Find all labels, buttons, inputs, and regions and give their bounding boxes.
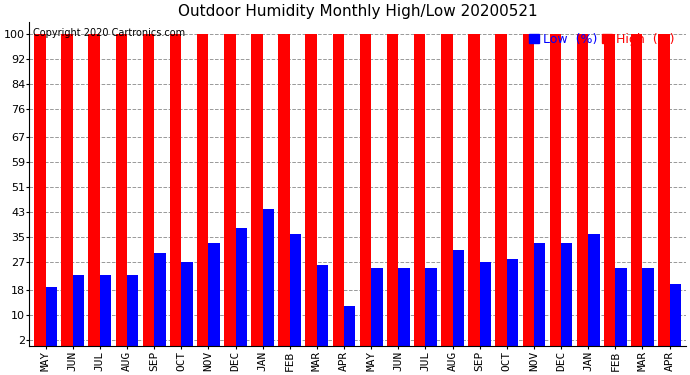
Bar — [290, 234, 301, 346]
Bar — [235, 228, 247, 346]
Bar — [561, 243, 573, 346]
Bar — [534, 243, 545, 346]
Bar — [46, 287, 57, 346]
Bar — [88, 34, 100, 346]
Bar — [317, 265, 328, 346]
Bar — [522, 34, 534, 346]
Bar — [197, 34, 208, 346]
Bar — [224, 34, 235, 346]
Legend: Low  (%), High  (%): Low (%), High (%) — [524, 28, 680, 51]
Bar — [34, 34, 46, 346]
Bar — [414, 34, 426, 346]
Bar — [306, 34, 317, 346]
Bar — [398, 268, 410, 346]
Bar — [387, 34, 398, 346]
Bar — [453, 250, 464, 346]
Bar — [669, 284, 681, 346]
Bar — [100, 274, 111, 346]
Bar — [154, 253, 166, 346]
Bar — [61, 34, 72, 346]
Bar — [506, 259, 518, 347]
Bar — [371, 268, 382, 346]
Bar — [143, 34, 154, 346]
Bar — [631, 34, 642, 346]
Bar — [480, 262, 491, 346]
Bar — [127, 274, 139, 346]
Bar — [208, 243, 220, 346]
Bar — [441, 34, 453, 346]
Bar — [426, 268, 437, 346]
Bar — [263, 209, 274, 346]
Text: Copyright 2020 Cartronics.com: Copyright 2020 Cartronics.com — [32, 28, 185, 38]
Bar — [658, 34, 669, 346]
Bar — [469, 34, 480, 346]
Bar — [550, 34, 561, 346]
Bar — [577, 34, 588, 346]
Bar — [344, 306, 355, 347]
Title: Outdoor Humidity Monthly High/Low 20200521: Outdoor Humidity Monthly High/Low 202005… — [178, 4, 538, 19]
Bar — [642, 268, 654, 346]
Bar — [72, 274, 84, 346]
Bar — [495, 34, 506, 346]
Bar — [615, 268, 627, 346]
Bar — [116, 34, 127, 346]
Bar — [251, 34, 263, 346]
Bar — [359, 34, 371, 346]
Bar — [170, 34, 181, 346]
Bar — [604, 34, 615, 346]
Bar — [588, 234, 600, 346]
Bar — [333, 34, 344, 346]
Bar — [181, 262, 193, 346]
Bar — [278, 34, 290, 346]
